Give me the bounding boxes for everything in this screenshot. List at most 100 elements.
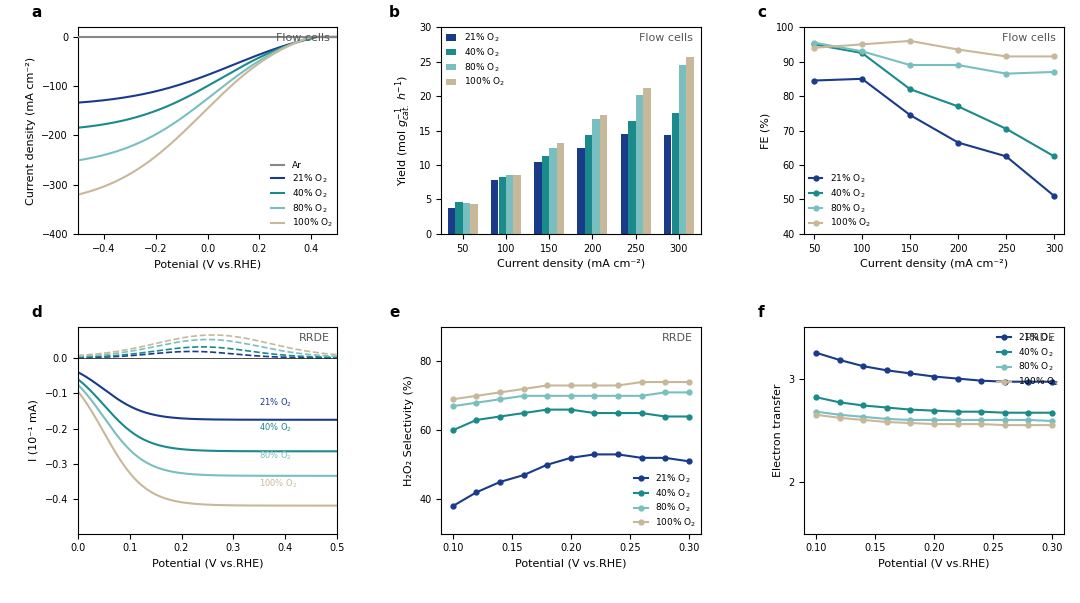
80% O$_2$: [1045, 417, 1058, 425]
80% O$_2$: [808, 39, 821, 46]
100% O$_2$: [856, 416, 869, 423]
40% O$_2$: [588, 409, 600, 417]
80% O$_2$: [470, 399, 483, 406]
40% O$_2$: [1022, 409, 1035, 416]
21% O$_2$: [904, 112, 917, 119]
40% O$_2$: [683, 413, 696, 420]
21% O$_2$: [904, 370, 917, 377]
Y-axis label: Yield (mol $g_{cat.}^{-1}$ $h^{-1}$): Yield (mol $g_{cat.}^{-1}$ $h^{-1}$): [394, 75, 414, 186]
Bar: [462, 203, 470, 234]
100% O$_2$: [1000, 53, 1013, 60]
Line: 21% O$_2$: 21% O$_2$: [450, 452, 691, 508]
40% O$_2$: [565, 406, 578, 413]
21% O$_2$: [565, 454, 578, 461]
Text: RRDE: RRDE: [298, 333, 329, 343]
100% O$_2$: [565, 382, 578, 389]
80% O$_2$: [998, 416, 1011, 423]
21% O$_2$: [683, 458, 696, 465]
80% O$_2$: [904, 416, 917, 423]
21% O$_2$: [808, 77, 821, 84]
80% O$_2$: [928, 416, 941, 423]
21% O$_2$: [834, 356, 847, 364]
80% O$_2$: [659, 389, 672, 396]
Line: 21% O$_2$: 21% O$_2$: [811, 77, 1056, 198]
Line: 80% O$_2$: 80% O$_2$: [450, 390, 691, 409]
40% O$_2$: [611, 409, 624, 417]
40% O$_2$: [494, 413, 507, 420]
80% O$_2$: [880, 415, 893, 423]
Text: a: a: [31, 5, 41, 20]
X-axis label: Potential (V vs.RHE): Potential (V vs.RHE): [515, 559, 626, 569]
Text: 21% O$_2$: 21% O$_2$: [259, 397, 293, 409]
80% O$_2$: [834, 411, 847, 418]
21% O$_2$: [494, 478, 507, 485]
Bar: [593, 119, 599, 234]
100% O$_2$: [975, 420, 988, 428]
80% O$_2$: [1000, 70, 1013, 77]
100% O$_2$: [904, 420, 917, 427]
40% O$_2$: [470, 416, 483, 423]
Y-axis label: FE (%): FE (%): [760, 112, 771, 148]
Text: c: c: [757, 5, 767, 20]
Bar: [448, 207, 455, 234]
100% O$_2$: [904, 37, 917, 45]
Text: Flow cells: Flow cells: [275, 33, 329, 43]
21% O$_2$: [951, 375, 964, 382]
21% O$_2$: [1048, 192, 1061, 200]
Line: 80% O$_2$: 80% O$_2$: [811, 40, 1056, 76]
21% O$_2$: [659, 454, 672, 461]
Text: f: f: [757, 305, 765, 320]
Y-axis label: Electron transfer: Electron transfer: [773, 384, 783, 477]
Bar: [505, 175, 513, 234]
100% O$_2$: [951, 420, 964, 428]
40% O$_2$: [1000, 125, 1013, 133]
21% O$_2$: [951, 139, 964, 146]
80% O$_2$: [611, 392, 624, 399]
80% O$_2$: [494, 396, 507, 403]
40% O$_2$: [951, 103, 964, 110]
X-axis label: Potential (V vs.RHE): Potential (V vs.RHE): [878, 559, 989, 569]
100% O$_2$: [470, 392, 483, 399]
100% O$_2$: [659, 379, 672, 386]
80% O$_2$: [541, 392, 554, 399]
Bar: [585, 135, 592, 234]
Text: RRDE: RRDE: [1025, 333, 1056, 343]
X-axis label: Potential (V vs.RHE): Potential (V vs.RHE): [152, 559, 264, 569]
100% O$_2$: [1048, 53, 1061, 60]
100% O$_2$: [810, 411, 823, 418]
40% O$_2$: [834, 399, 847, 406]
100% O$_2$: [635, 379, 648, 386]
Text: 100% O$_2$: 100% O$_2$: [259, 478, 298, 490]
Bar: [600, 115, 607, 234]
21% O$_2$: [928, 373, 941, 380]
100% O$_2$: [541, 382, 554, 389]
Line: 80% O$_2$: 80% O$_2$: [813, 409, 1054, 423]
40% O$_2$: [998, 409, 1011, 416]
21% O$_2$: [517, 472, 530, 479]
21% O$_2$: [1000, 153, 1013, 160]
100% O$_2$: [611, 382, 624, 389]
Line: 100% O$_2$: 100% O$_2$: [811, 39, 1056, 59]
Y-axis label: Current density (mA cm⁻²): Current density (mA cm⁻²): [26, 57, 36, 204]
40% O$_2$: [1048, 153, 1061, 160]
40% O$_2$: [635, 409, 648, 417]
100% O$_2$: [588, 382, 600, 389]
Y-axis label: I (10⁻¹ mA): I (10⁻¹ mA): [29, 399, 39, 461]
100% O$_2$: [517, 385, 530, 393]
21% O$_2$: [856, 362, 869, 370]
21% O$_2$: [880, 367, 893, 374]
100% O$_2$: [494, 389, 507, 396]
Line: 40% O$_2$: 40% O$_2$: [813, 395, 1054, 415]
80% O$_2$: [856, 413, 869, 420]
Bar: [542, 156, 549, 234]
80% O$_2$: [517, 392, 530, 399]
40% O$_2$: [446, 427, 459, 434]
100% O$_2$: [683, 379, 696, 386]
21% O$_2$: [541, 461, 554, 469]
21% O$_2$: [998, 378, 1011, 385]
40% O$_2$: [904, 86, 917, 93]
21% O$_2$: [1045, 378, 1058, 385]
21% O$_2$: [588, 451, 600, 458]
80% O$_2$: [951, 416, 964, 423]
Bar: [535, 162, 541, 234]
